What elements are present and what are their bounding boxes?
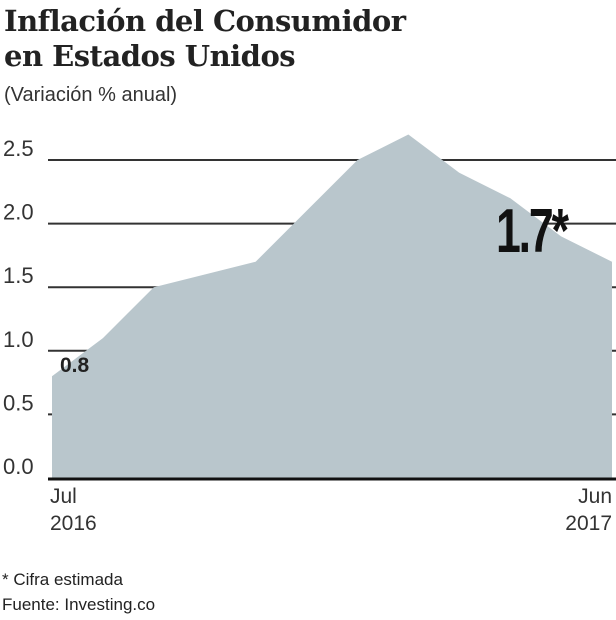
y-tick-label: 0.0: [3, 454, 34, 479]
footnote: * Cifra estimada: [2, 570, 123, 589]
title-line-1: Inflación del Consumidor: [4, 4, 406, 38]
y-tick-label: 2.0: [3, 200, 34, 225]
y-tick-label: 1.5: [3, 263, 34, 288]
title-line-2: en Estados Unidos: [4, 39, 296, 73]
chart-subtitle: (Variación % anual): [4, 84, 178, 106]
x-tick-label: 2017: [565, 512, 612, 535]
area-series: [52, 134, 612, 478]
y-tick-label: 2.5: [3, 136, 34, 161]
y-tick-label: 1.0: [3, 327, 34, 352]
x-tick-label: 2016: [50, 512, 97, 535]
y-tick-label: 0.5: [3, 390, 34, 415]
chart-title: Inflación del Consumidor en Estados Unid…: [4, 4, 406, 74]
end-value-label: 1.7*: [496, 197, 569, 266]
start-value-label: 0.8: [60, 354, 90, 377]
x-tick-label: Jul: [50, 485, 77, 508]
x-tick-label: Jun: [578, 485, 612, 508]
source-note: Fuente: Investing.co: [2, 595, 156, 614]
